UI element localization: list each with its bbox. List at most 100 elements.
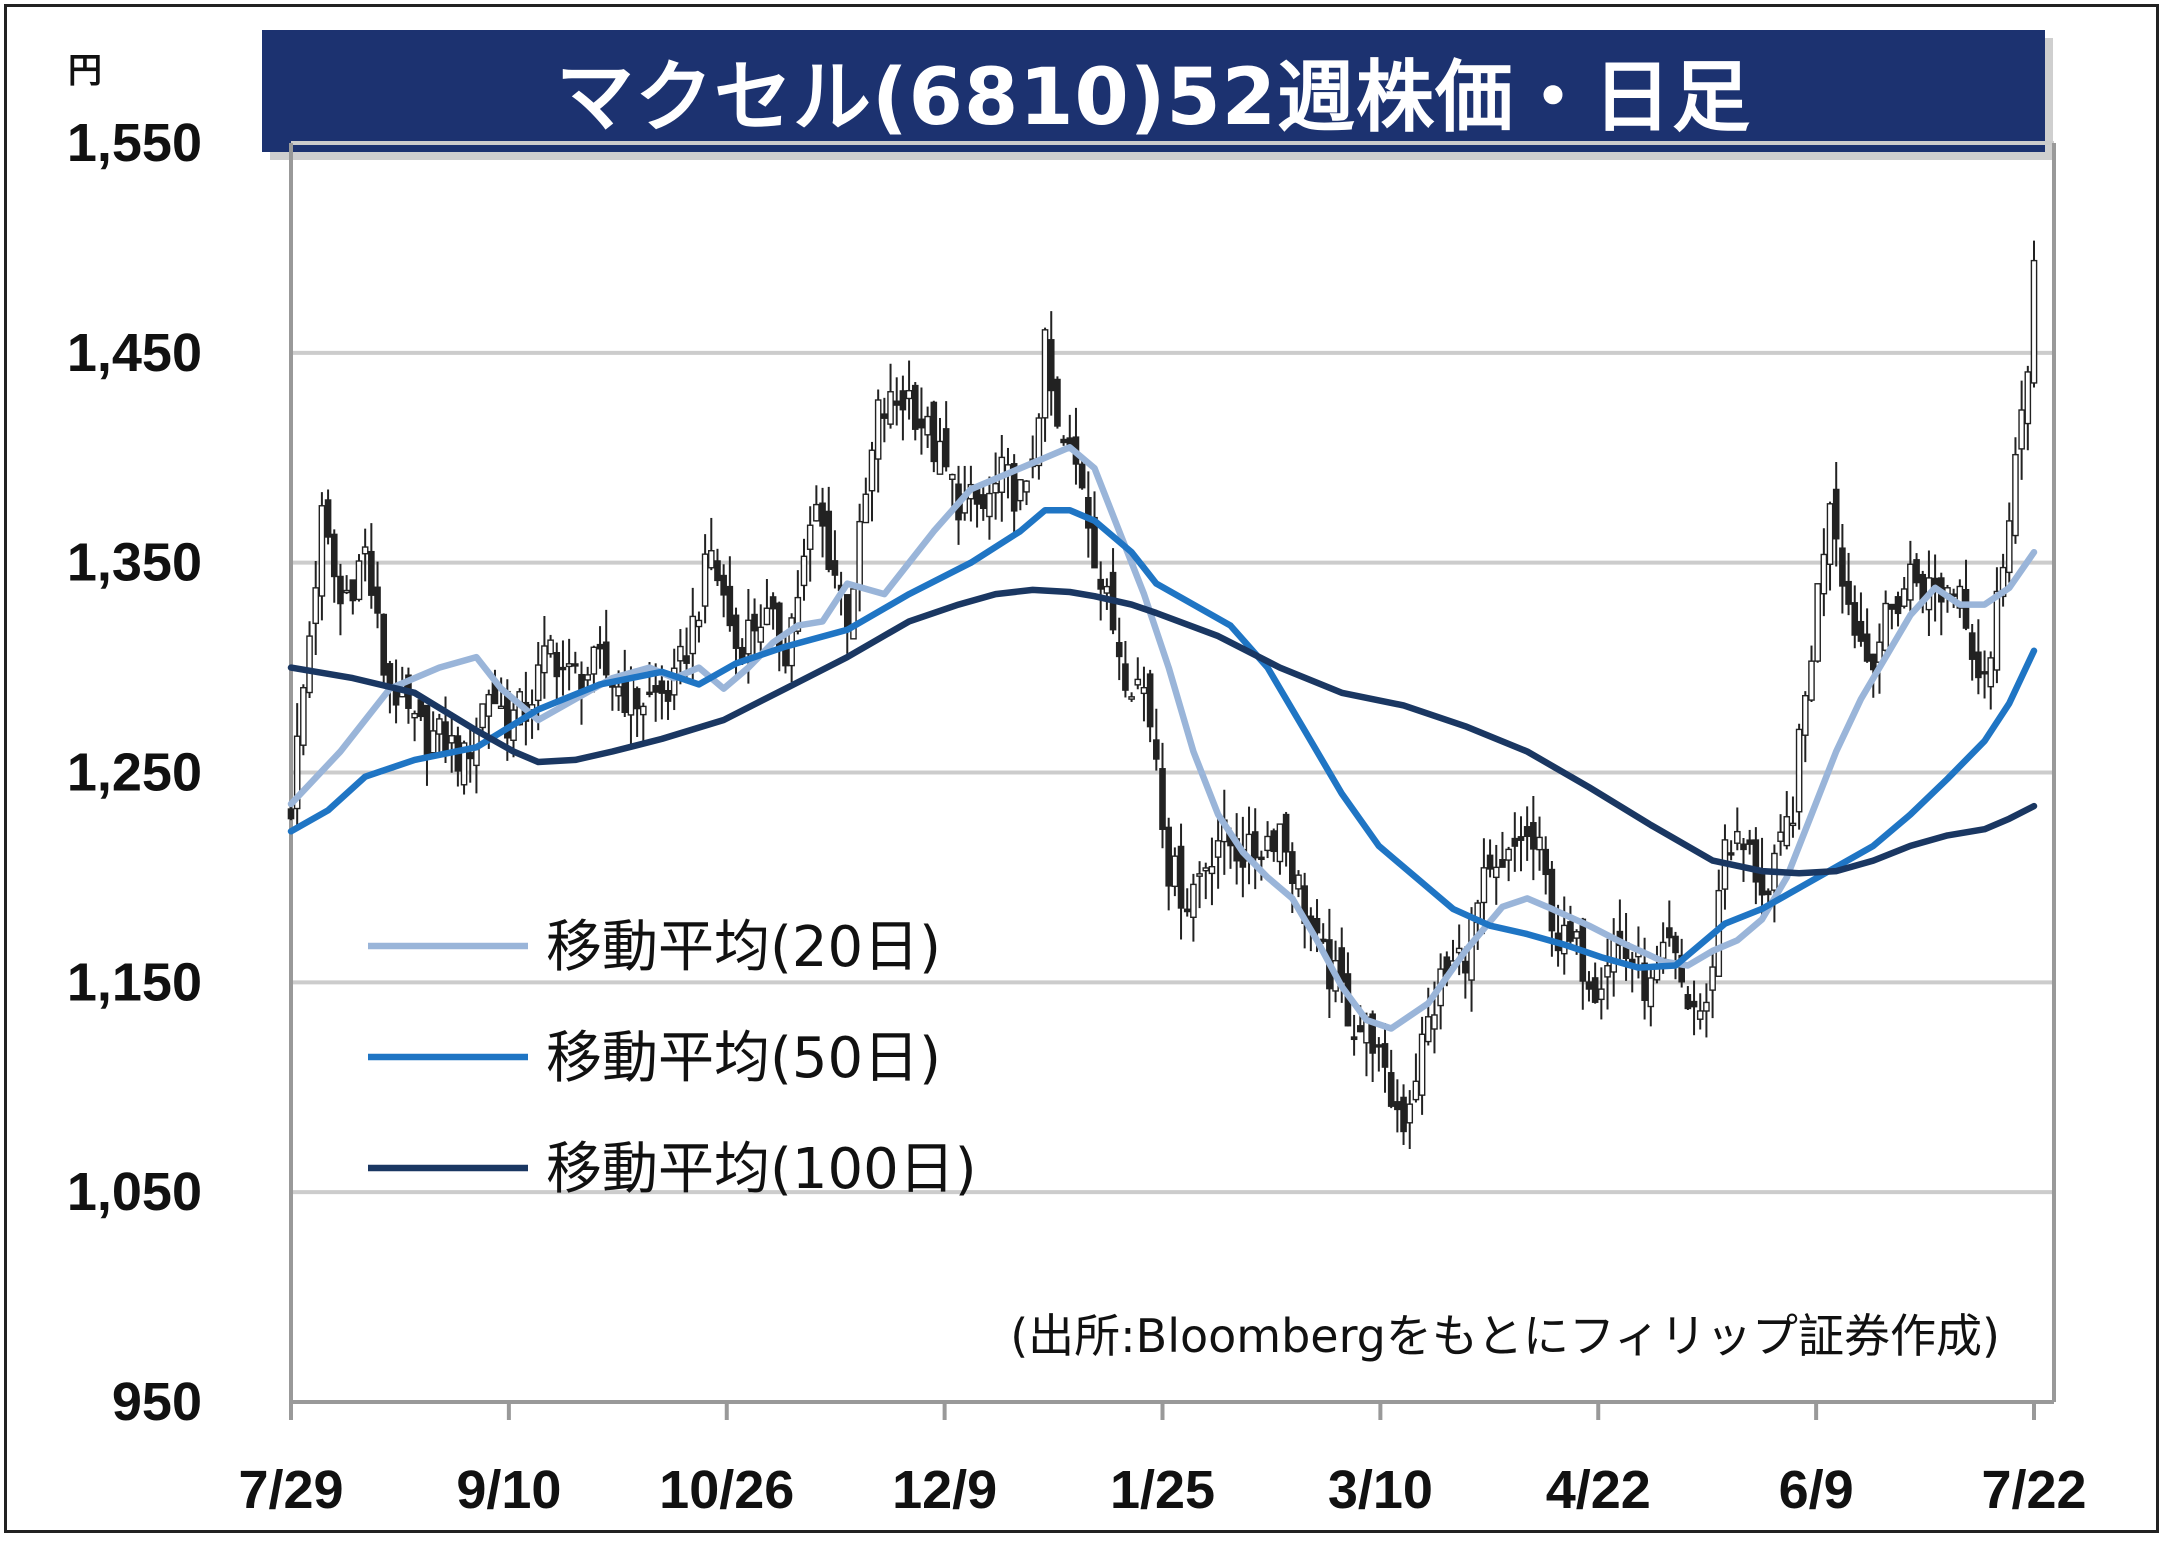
candle-body bbox=[1060, 438, 1067, 444]
candle-body bbox=[1573, 931, 1580, 939]
y-tick-label: 1,450 bbox=[67, 323, 202, 383]
candle-body bbox=[436, 718, 443, 735]
candle-body bbox=[782, 648, 789, 667]
candle-body bbox=[1480, 867, 1488, 904]
candle-body bbox=[596, 643, 604, 650]
candle-body bbox=[881, 413, 888, 419]
candle-body bbox=[1987, 657, 1995, 688]
candle-body bbox=[707, 550, 715, 569]
candle-body bbox=[1258, 856, 1265, 861]
candle-body bbox=[1764, 890, 1772, 896]
candle-body bbox=[300, 686, 307, 746]
candle-body bbox=[1956, 585, 1964, 609]
candle-body bbox=[1251, 831, 1259, 859]
candle-body bbox=[1134, 678, 1142, 686]
candle-body bbox=[899, 390, 907, 411]
candle-body bbox=[1041, 329, 1049, 419]
candle-body bbox=[1672, 935, 1679, 954]
candle-body bbox=[423, 704, 431, 757]
candle-body bbox=[1900, 588, 1908, 607]
candle-body bbox=[1907, 563, 1914, 601]
candle-body bbox=[1962, 589, 1970, 629]
candle-body bbox=[701, 553, 709, 607]
candle-body bbox=[1659, 941, 1667, 960]
candle-body bbox=[448, 735, 456, 744]
candle-body bbox=[1462, 960, 1469, 974]
candle-body bbox=[794, 596, 802, 632]
candle-body bbox=[1869, 653, 1877, 671]
y-tick-label: 1,550 bbox=[67, 113, 202, 173]
candle-body bbox=[460, 742, 468, 786]
candle-body bbox=[343, 589, 350, 594]
candle-body bbox=[1159, 768, 1166, 830]
candle-body bbox=[355, 560, 363, 601]
candle-body bbox=[905, 389, 913, 400]
candle-body bbox=[1319, 938, 1327, 943]
candle-body bbox=[1832, 488, 1840, 540]
candle-body bbox=[312, 587, 320, 625]
candle-body bbox=[1276, 823, 1284, 863]
candle-body bbox=[930, 401, 938, 463]
candle-body bbox=[497, 705, 505, 710]
y-tick-label: 1,050 bbox=[67, 1162, 202, 1222]
candle-body bbox=[337, 575, 344, 605]
candle-body bbox=[664, 689, 672, 702]
candle-body bbox=[1845, 580, 1852, 605]
candle-body bbox=[1054, 378, 1061, 427]
candle-body bbox=[1826, 503, 1834, 565]
candle-body bbox=[1085, 496, 1092, 529]
candle-body bbox=[1536, 836, 1543, 851]
candle-body bbox=[825, 510, 833, 570]
candle-body bbox=[1727, 852, 1735, 856]
candle-body bbox=[2030, 259, 2038, 384]
candle-body bbox=[1381, 1043, 1389, 1068]
candle-body bbox=[1288, 851, 1296, 885]
candle-body bbox=[485, 693, 493, 717]
candle-body bbox=[1313, 917, 1321, 934]
candle-body bbox=[1208, 866, 1216, 875]
x-tick-label: 6/9 bbox=[1779, 1460, 1854, 1520]
candle-body bbox=[1882, 602, 1889, 651]
candle-body bbox=[850, 588, 857, 640]
candle-body bbox=[1017, 479, 1024, 502]
candle-body bbox=[287, 808, 295, 820]
legend-label: 移動平均(20日) bbox=[546, 915, 941, 980]
candle-body bbox=[541, 645, 548, 674]
candle-body bbox=[1517, 836, 1525, 841]
candle-body bbox=[1115, 642, 1123, 658]
candle-body bbox=[1802, 694, 1809, 736]
candle-body bbox=[1010, 463, 1018, 512]
candle-body bbox=[572, 663, 579, 667]
x-tick-label: 4/22 bbox=[1546, 1460, 1651, 1520]
candle-body bbox=[1295, 874, 1302, 890]
legend-label: 移動平均(100日) bbox=[546, 1137, 977, 1202]
candle-body bbox=[547, 639, 554, 655]
candle-body bbox=[1560, 924, 1568, 955]
legend-label: 移動平均(50日) bbox=[546, 1026, 941, 1091]
candle-body bbox=[1598, 988, 1605, 1001]
candle-body bbox=[714, 560, 721, 582]
candle-body bbox=[349, 579, 357, 602]
candle-body bbox=[1369, 1013, 1376, 1054]
candle-body bbox=[442, 721, 449, 755]
candle-body bbox=[1709, 966, 1716, 991]
y-tick-labels: 950 1,050 1,150 1,250 1,350 1,450 1,550 bbox=[67, 113, 202, 1432]
candle-body bbox=[1023, 480, 1030, 493]
candle-body bbox=[411, 712, 418, 719]
candle-body bbox=[1752, 839, 1760, 883]
candle-body bbox=[1696, 1010, 1704, 1020]
candle-body bbox=[640, 705, 647, 716]
candle-body bbox=[911, 384, 919, 430]
candle-body bbox=[1047, 339, 1055, 392]
candle-body bbox=[1666, 927, 1673, 939]
candle-body bbox=[584, 674, 591, 681]
candle-body bbox=[1690, 1000, 1698, 1008]
candle-body bbox=[695, 619, 703, 628]
candle-body bbox=[1734, 830, 1741, 844]
candle-body bbox=[1820, 553, 1828, 595]
candle-body bbox=[893, 400, 901, 406]
candle-body bbox=[1140, 686, 1148, 695]
candle-body bbox=[1913, 559, 1920, 584]
candle-body bbox=[1196, 873, 1203, 877]
candle-body bbox=[1097, 578, 1104, 590]
